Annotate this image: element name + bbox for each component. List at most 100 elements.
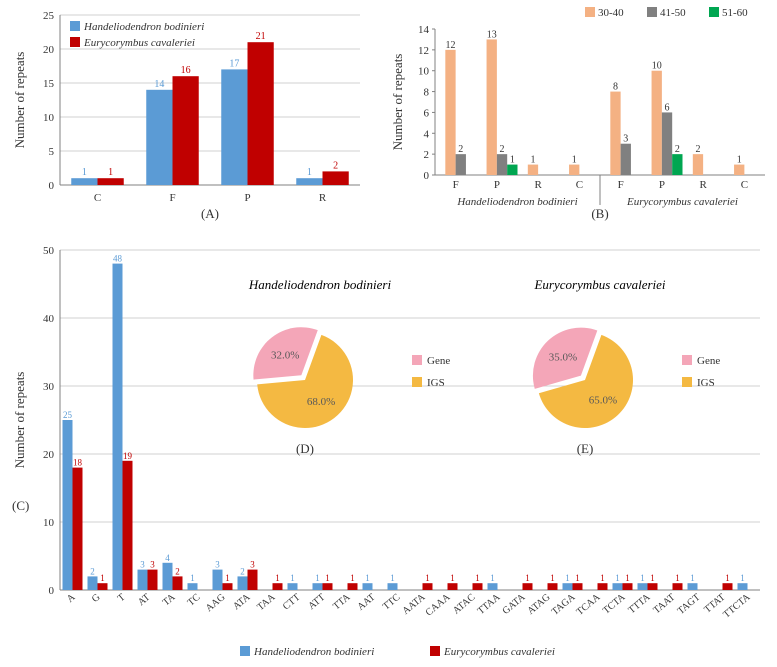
svg-text:0: 0 xyxy=(424,170,430,182)
bar xyxy=(734,165,744,175)
svg-text:2: 2 xyxy=(458,144,463,155)
svg-text:20: 20 xyxy=(43,449,55,461)
svg-text:2: 2 xyxy=(333,160,338,171)
bar xyxy=(672,154,682,175)
svg-text:Eurycorymbus cavaleriei: Eurycorymbus cavaleriei xyxy=(83,37,195,49)
svg-text:25: 25 xyxy=(43,10,55,22)
svg-text:25: 25 xyxy=(63,410,73,420)
pie-legend: GeneIGS xyxy=(412,355,450,389)
svg-text:ATT: ATT xyxy=(306,592,327,612)
bar xyxy=(648,583,658,590)
svg-text:35.0%: 35.0% xyxy=(549,351,577,363)
svg-text:G: G xyxy=(90,592,103,605)
figure-root: 051015202511C1416F1721P12RHandeliodendro… xyxy=(0,0,777,667)
pie-legend: GeneIGS xyxy=(682,355,720,389)
svg-text:Handeliodendron bodinieri: Handeliodendron bodinieri xyxy=(83,21,204,33)
svg-text:4: 4 xyxy=(424,128,430,140)
svg-text:1: 1 xyxy=(675,573,680,583)
svg-text:1: 1 xyxy=(100,573,105,583)
bar xyxy=(123,461,133,590)
svg-text:51-60: 51-60 xyxy=(722,7,748,19)
svg-text:12: 12 xyxy=(418,45,429,57)
svg-text:TC: TC xyxy=(186,592,203,609)
bar xyxy=(248,570,258,590)
bar xyxy=(673,583,683,590)
svg-text:2: 2 xyxy=(90,566,95,576)
svg-text:1: 1 xyxy=(650,573,655,583)
bar xyxy=(423,583,433,590)
svg-text:TAGA: TAGA xyxy=(550,591,578,617)
svg-text:1: 1 xyxy=(530,155,535,166)
bar xyxy=(688,583,698,590)
svg-text:TTC: TTC xyxy=(381,592,403,613)
bar xyxy=(248,42,274,185)
svg-text:10: 10 xyxy=(43,517,55,529)
bar xyxy=(598,583,608,590)
svg-text:CTT: CTT xyxy=(281,592,303,613)
bar xyxy=(138,570,148,590)
svg-text:1: 1 xyxy=(575,573,580,583)
bar xyxy=(563,583,573,590)
svg-text:Eurycorymbus cavaleriei: Eurycorymbus cavaleriei xyxy=(443,646,555,658)
svg-text:40: 40 xyxy=(43,313,55,325)
svg-text:AAG: AAG xyxy=(204,592,228,614)
svg-text:1: 1 xyxy=(625,573,630,583)
bar xyxy=(188,583,198,590)
bar xyxy=(313,583,323,590)
svg-text:2: 2 xyxy=(175,566,180,576)
svg-text:8: 8 xyxy=(613,82,618,93)
svg-text:T: T xyxy=(116,592,128,604)
svg-text:IGS: IGS xyxy=(697,377,715,389)
svg-text:1: 1 xyxy=(525,573,530,583)
svg-text:5: 5 xyxy=(49,146,55,158)
svg-text:10: 10 xyxy=(652,61,662,72)
svg-text:13: 13 xyxy=(487,29,497,40)
bar xyxy=(148,570,158,590)
svg-text:0: 0 xyxy=(49,585,55,597)
bar xyxy=(548,583,558,590)
svg-text:1: 1 xyxy=(350,573,355,583)
bar xyxy=(213,570,223,590)
svg-text:20: 20 xyxy=(43,44,55,56)
svg-text:Eurycorymbus cavaleriei: Eurycorymbus cavaleriei xyxy=(626,196,738,208)
svg-text:1: 1 xyxy=(615,573,620,583)
panel-c: 010203040502518A21G4819T33AT42TA1TC31AAG… xyxy=(12,245,760,658)
svg-text:50: 50 xyxy=(43,245,55,257)
svg-text:Handeliodendron bodinieri: Handeliodendron bodinieri xyxy=(253,646,374,658)
svg-text:2: 2 xyxy=(695,144,700,155)
svg-text:1: 1 xyxy=(740,573,745,583)
bar xyxy=(473,583,483,590)
svg-text:68.0%: 68.0% xyxy=(307,396,335,408)
bar xyxy=(73,468,83,590)
bar xyxy=(273,583,283,590)
svg-text:AT: AT xyxy=(136,592,152,608)
bar xyxy=(497,154,507,175)
svg-text:30-40: 30-40 xyxy=(598,7,624,19)
bar xyxy=(221,69,247,185)
panel-b-plot: 02468101214122F1321P1R1CHandeliodendron … xyxy=(418,24,765,208)
bar xyxy=(621,144,631,175)
bar xyxy=(623,583,633,590)
svg-text:Eurycorymbus cavaleriei: Eurycorymbus cavaleriei xyxy=(533,277,665,292)
bar xyxy=(388,583,398,590)
svg-text:C: C xyxy=(576,179,583,191)
svg-text:14: 14 xyxy=(418,24,430,36)
svg-text:F: F xyxy=(453,179,459,191)
panel-c-plot: 010203040502518A21G4819T33AT42TA1TC31AAG… xyxy=(43,245,760,620)
svg-text:16: 16 xyxy=(181,65,191,76)
bar xyxy=(173,76,199,185)
svg-text:2: 2 xyxy=(424,149,430,161)
svg-text:P: P xyxy=(659,179,665,191)
bar xyxy=(652,71,662,175)
svg-text:TA: TA xyxy=(161,591,178,608)
svg-text:3: 3 xyxy=(215,560,220,570)
svg-text:48: 48 xyxy=(113,254,123,264)
svg-text:1: 1 xyxy=(275,573,280,583)
bar xyxy=(88,576,98,590)
svg-text:P: P xyxy=(244,192,250,204)
svg-text:1: 1 xyxy=(390,573,395,583)
svg-text:8: 8 xyxy=(424,87,430,99)
svg-text:AAT: AAT xyxy=(355,592,377,613)
bar xyxy=(723,583,733,590)
svg-text:1: 1 xyxy=(572,155,577,166)
